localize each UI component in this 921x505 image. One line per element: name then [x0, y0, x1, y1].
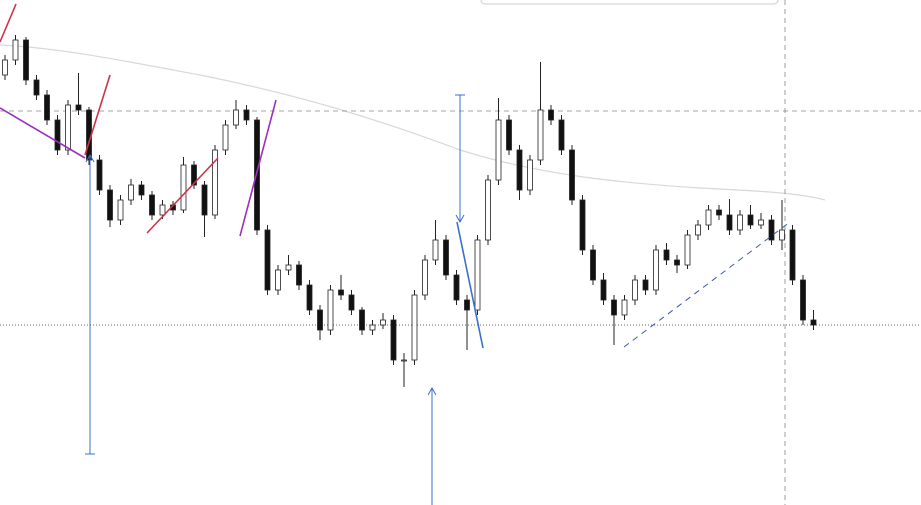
candle-body [191, 164, 197, 186]
candle-body [401, 359, 407, 362]
candle-body [768, 219, 775, 241]
candle-body [75, 104, 82, 111]
trend-line [239, 99, 277, 237]
candle-body [695, 224, 701, 236]
candle-body [117, 199, 124, 221]
candle-body [579, 199, 586, 251]
candle-body [684, 234, 691, 266]
trend-line [456, 221, 484, 349]
candle-body [390, 319, 397, 361]
candle-body [674, 259, 680, 266]
candle-body [726, 214, 733, 231]
candle-body [159, 204, 166, 216]
candle-body [338, 289, 344, 296]
candle-body [243, 109, 250, 121]
candle-body [65, 104, 71, 151]
candle-body [2, 59, 8, 76]
candle-body [800, 279, 806, 321]
candle-body [621, 299, 628, 316]
candle-body [611, 299, 617, 316]
arrows [85, 94, 465, 505]
arrow-head [427, 386, 437, 396]
candle-body [810, 319, 817, 326]
candle-body [590, 249, 596, 281]
candle-body [537, 109, 544, 161]
candle-body [432, 239, 439, 261]
candle-body [180, 164, 187, 211]
candle-body [275, 269, 281, 291]
candle-body [758, 219, 764, 226]
candle-body [254, 119, 260, 231]
candle-body [369, 324, 376, 331]
trend-line [84, 74, 111, 156]
candle-body [212, 149, 218, 216]
candle-body [327, 289, 334, 331]
trend-line [0, 3, 17, 43]
candle-body [317, 309, 323, 331]
candle-body [201, 184, 208, 216]
candle-body [264, 229, 271, 291]
candle-body [737, 214, 743, 231]
candle-body [779, 229, 785, 241]
candle-body [474, 239, 481, 311]
trend-line [623, 221, 791, 348]
candle-body [716, 209, 722, 216]
candle-body [233, 109, 239, 126]
candle-body [96, 159, 103, 191]
candle-body [789, 229, 796, 281]
candle-body [506, 119, 512, 151]
candle-body [548, 109, 554, 121]
candle-body [348, 294, 355, 311]
candle-body [138, 184, 145, 196]
candle-body [380, 319, 386, 326]
candle-body [411, 294, 418, 361]
candle-body [632, 279, 638, 301]
candle-body [296, 264, 302, 286]
candle-body [495, 119, 502, 181]
candle-body [359, 309, 365, 331]
candle-body [23, 39, 29, 81]
candle-body [569, 149, 575, 201]
candle-body [422, 259, 428, 296]
candle-body [306, 284, 313, 311]
candle-body [663, 249, 670, 261]
candle-body [453, 274, 460, 301]
candle-body [558, 119, 565, 151]
candle-body [653, 249, 659, 291]
candle-body [12, 39, 19, 61]
candle-body [54, 119, 61, 151]
candle-body [44, 94, 50, 121]
candle-body [33, 79, 40, 96]
candle-body [600, 279, 607, 301]
candle-body [107, 189, 113, 221]
arrow-head [455, 214, 465, 224]
candle-body [222, 124, 229, 151]
candle-body [149, 194, 155, 216]
tooltip-box [480, 0, 779, 5]
moving-average [0, 44, 826, 201]
candle-body [705, 209, 712, 226]
candle-body [128, 184, 134, 201]
trend-line [0, 107, 86, 159]
candle-body [747, 214, 754, 226]
trend-line [146, 157, 219, 234]
arrow-head [85, 153, 95, 163]
candle-body [443, 239, 449, 276]
candle-body [516, 149, 523, 191]
drawings [0, 3, 791, 349]
candle-body [285, 264, 292, 271]
candle-body [485, 179, 491, 241]
candles [2, 35, 817, 387]
candle-body [464, 299, 470, 311]
candle-body [527, 159, 533, 191]
candle-body [642, 279, 649, 291]
